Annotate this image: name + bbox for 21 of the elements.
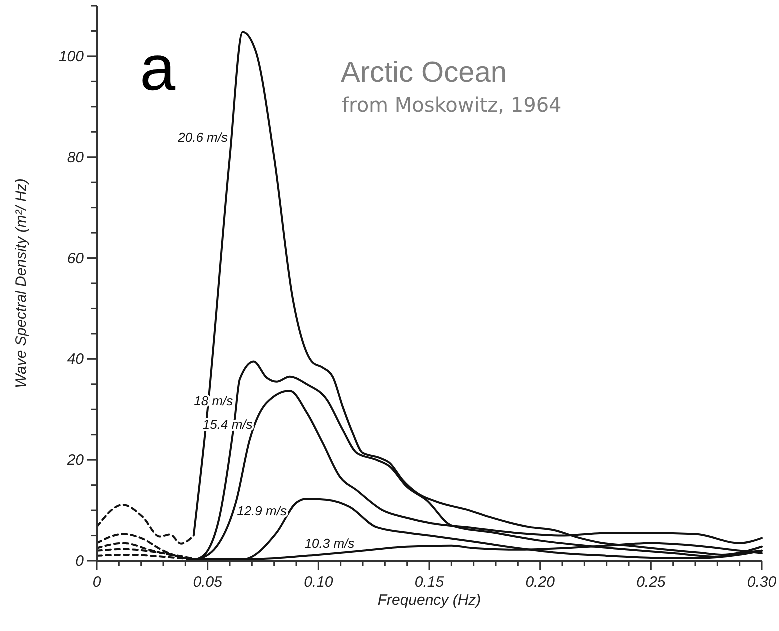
- x-tick-label: 0.10: [304, 574, 334, 591]
- text: from Moskowitz, 1964: [342, 93, 562, 117]
- x-tick-label: 0.25: [636, 574, 666, 591]
- series-label: 10.3 m/s: [304, 536, 356, 551]
- series-label: 12.9 m/s: [237, 503, 288, 518]
- y-tick-label: 80: [67, 149, 85, 166]
- x-tick-label: 0: [92, 574, 102, 591]
- y-tick-label: 60: [67, 250, 85, 268]
- y-axis-title: Wave Spectral Density (m²/ Hz): [13, 178, 30, 388]
- x-tick-label: 0.20: [526, 574, 556, 591]
- x-tick-label: 0.15: [414, 574, 445, 591]
- y-tick-label: 40: [67, 351, 85, 368]
- series-label: 20.6 m/s: [177, 130, 228, 145]
- x-tick-label: 0.05: [193, 574, 224, 591]
- x-tick-label: 0.30: [747, 574, 778, 591]
- text: Arctic Ocean: [341, 57, 507, 89]
- y-tick-label: 100: [58, 48, 85, 66]
- y-tick-label: 0: [76, 553, 85, 570]
- y-tick-label: 20: [66, 452, 85, 470]
- annotation: a: [140, 32, 176, 104]
- x-axis-title: Frequency (Hz): [378, 592, 482, 609]
